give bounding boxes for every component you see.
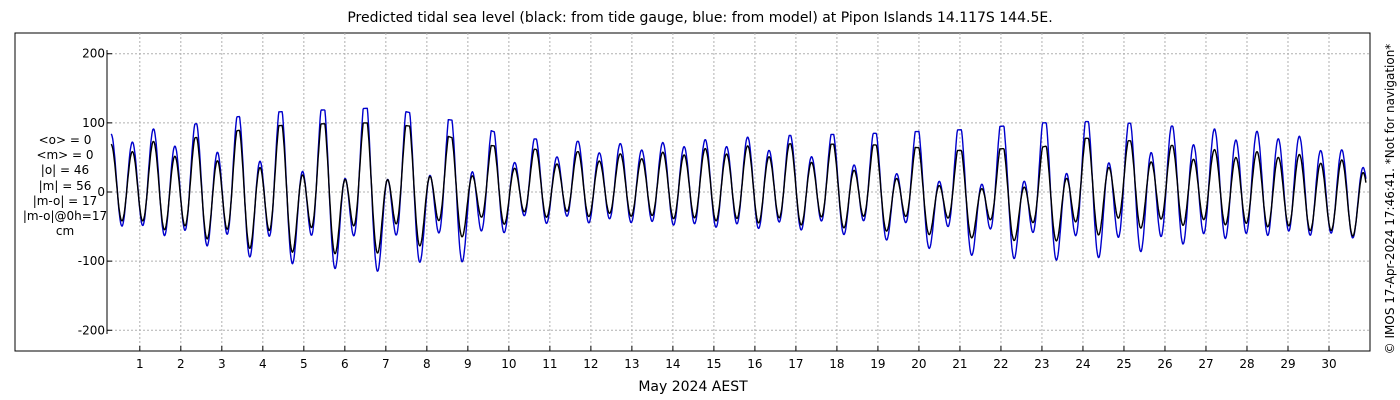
- y-tick-label: -200: [78, 323, 105, 337]
- x-tick-label: 26: [1157, 357, 1172, 371]
- x-tick-label: 23: [1034, 357, 1049, 371]
- stat-abs-observed: |o| = 46: [40, 163, 90, 178]
- stat-abs-diff: |m-o| = 17: [32, 193, 98, 208]
- x-tick-label: 24: [1075, 357, 1090, 371]
- series-line-model: [110, 107, 1367, 272]
- x-tick-label: 21: [952, 357, 967, 371]
- x-tick-label: 1: [136, 357, 144, 371]
- stat-abs-model: |m| = 56: [38, 178, 92, 193]
- x-tick-label: 11: [542, 357, 557, 371]
- x-tick-label: 16: [747, 357, 762, 371]
- x-tick-label: 6: [341, 357, 349, 371]
- x-tick-label: 19: [870, 357, 885, 371]
- x-tick-label: 14: [665, 357, 680, 371]
- stat-unit: cm: [55, 224, 75, 239]
- x-tick-label: 18: [829, 357, 844, 371]
- x-axis-label: May 2024 AEST: [638, 379, 748, 395]
- plot-frame: [14, 32, 1371, 352]
- stat-mean-observed: <o> = 0: [38, 133, 92, 147]
- x-tick-label: 13: [624, 357, 639, 371]
- series-layer: [110, 107, 1367, 272]
- x-tick-label: 25: [1116, 357, 1131, 371]
- x-tick-label: 7: [382, 357, 390, 371]
- chart-title: Predicted tidal sea level (black: from t…: [347, 10, 1053, 26]
- x-tick-label: 20: [911, 357, 926, 371]
- stats-panel: <o> = 0 <m> = 0 |o| = 46 |m| = 56 |m-o| …: [0, 133, 130, 239]
- series-line-tide-gauge: [110, 122, 1367, 255]
- x-tick-label: 4: [259, 357, 267, 371]
- x-tick-label: 10: [501, 357, 516, 371]
- x-tick-label: 8: [423, 357, 431, 371]
- y-tick-label: 100: [82, 116, 105, 130]
- x-tick-label: 28: [1239, 357, 1254, 371]
- x-tick-label: 3: [218, 357, 226, 371]
- x-tick-label: 5: [300, 357, 308, 371]
- x-tick-label: 12: [583, 357, 598, 371]
- y-tick-label: 0: [97, 185, 105, 199]
- x-tick-label: 2: [177, 357, 185, 371]
- x-tick-label: 15: [706, 357, 721, 371]
- x-tick-label: 17: [788, 357, 803, 371]
- x-tick-label: 22: [993, 357, 1008, 371]
- x-tick-label: 9: [464, 357, 472, 371]
- x-tick-label: 30: [1321, 357, 1336, 371]
- y-tick-label: 200: [82, 47, 105, 61]
- x-tick-label: 29: [1280, 357, 1295, 371]
- stat-mean-model: <m> = 0: [36, 148, 94, 163]
- copyright-notice: © IMOS 17-Apr-2024 17:46:41. *Not for na…: [1383, 43, 1397, 355]
- stat-abs-diff-0h: |m-o|@0h=17: [22, 209, 108, 224]
- grid-lines: [107, 33, 1370, 351]
- x-tick-label: 27: [1198, 357, 1213, 371]
- y-tick-label: -100: [78, 254, 105, 268]
